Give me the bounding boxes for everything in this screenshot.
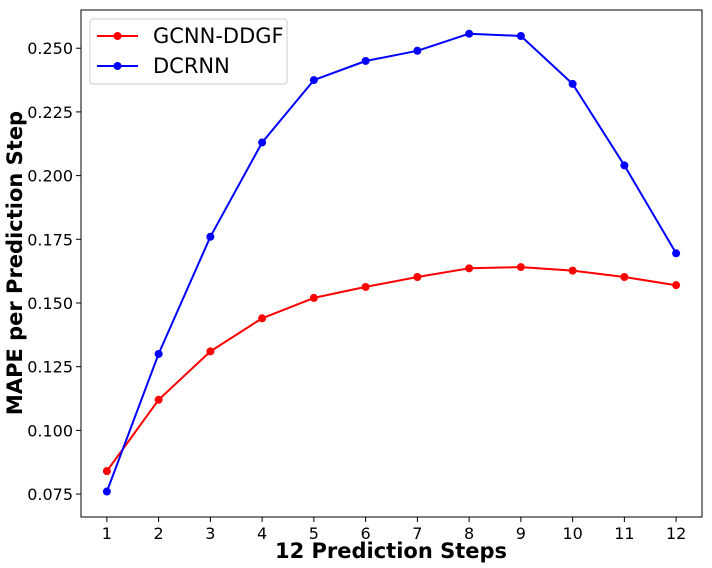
y-tick-label: 0.175 — [27, 230, 73, 249]
data-point-dcrnn — [206, 232, 215, 241]
x-tick-label: 6 — [361, 524, 371, 543]
legend-box — [89, 18, 288, 85]
data-point-gcnn-ddgf — [413, 273, 422, 282]
data-point-gcnn-ddgf — [102, 467, 111, 476]
x-tick-label: 3 — [205, 524, 215, 543]
legend-label-dcrnn: DCRNN — [153, 54, 230, 78]
y-axis-label: MAPE per Prediction Step — [3, 111, 27, 415]
data-point-dcrnn — [413, 46, 422, 55]
legend-label-gcnn-ddgf: GCNN-DDGF — [153, 24, 284, 48]
x-tick-label: 11 — [614, 524, 634, 543]
data-point-dcrnn — [309, 76, 318, 85]
data-point-dcrnn — [672, 249, 681, 258]
data-point-dcrnn — [620, 161, 629, 170]
data-point-gcnn-ddgf — [258, 314, 267, 323]
data-point-gcnn-ddgf — [620, 273, 629, 282]
x-tick-label: 2 — [154, 524, 164, 543]
plot-frame — [80, 9, 703, 518]
y-tick-label: 0.150 — [27, 294, 73, 313]
data-point-gcnn-ddgf — [206, 347, 215, 356]
x-tick-label: 1 — [102, 524, 112, 543]
data-point-dcrnn — [516, 31, 525, 40]
series-layer — [102, 29, 681, 496]
data-point-gcnn-ddgf — [516, 263, 525, 272]
x-tick-label: 9 — [516, 524, 526, 543]
series-line-gcnn-ddgf — [106, 266, 677, 472]
x-tick-label: 5 — [309, 524, 319, 543]
legend-marker-dcrnn — [113, 62, 122, 70]
x-axis-label: 12 Prediction Steps — [275, 539, 507, 563]
x-tick-label: 10 — [562, 524, 582, 543]
data-point-gcnn-ddgf — [568, 266, 577, 275]
series-gcnn-ddgf — [102, 263, 681, 476]
data-point-dcrnn — [361, 56, 370, 65]
y-axis: 0.075 0.100 0.125 0.150 0.175 0.200 0.225 0.250 — [27, 39, 81, 504]
data-point-gcnn-ddgf — [361, 282, 370, 291]
data-point-dcrnn — [568, 79, 577, 88]
y-tick-label: 0.250 — [27, 39, 73, 58]
x-tick-label: 7 — [412, 524, 422, 543]
y-tick-label: 0.200 — [27, 167, 73, 186]
data-point-gcnn-ddgf — [672, 281, 681, 290]
x-axis: 1 2 3 4 5 6 7 8 9 10 11 12 — [102, 517, 686, 543]
series-line-dcrnn — [105, 32, 677, 492]
y-tick-label: 0.125 — [27, 358, 73, 377]
x-tick-label: 12 — [666, 524, 686, 543]
x-tick-label: 8 — [464, 524, 474, 543]
data-point-gcnn-ddgf — [309, 293, 318, 302]
y-tick-label: 0.075 — [27, 485, 73, 504]
data-point-dcrnn — [258, 138, 267, 147]
data-point-dcrnn — [465, 29, 474, 38]
legend-marker-gcnn-ddgf — [113, 32, 122, 40]
data-point-gcnn-ddgf — [465, 264, 474, 273]
x-tick-label: 4 — [257, 524, 267, 543]
series-dcrnn — [102, 29, 681, 496]
y-tick-label: 0.100 — [27, 421, 73, 440]
legend: GCNN-DDGF DCRNN — [89, 18, 288, 85]
data-point-gcnn-ddgf — [154, 395, 163, 404]
data-point-dcrnn — [154, 349, 163, 358]
data-point-dcrnn — [102, 487, 111, 496]
y-tick-label: 0.225 — [27, 103, 73, 122]
